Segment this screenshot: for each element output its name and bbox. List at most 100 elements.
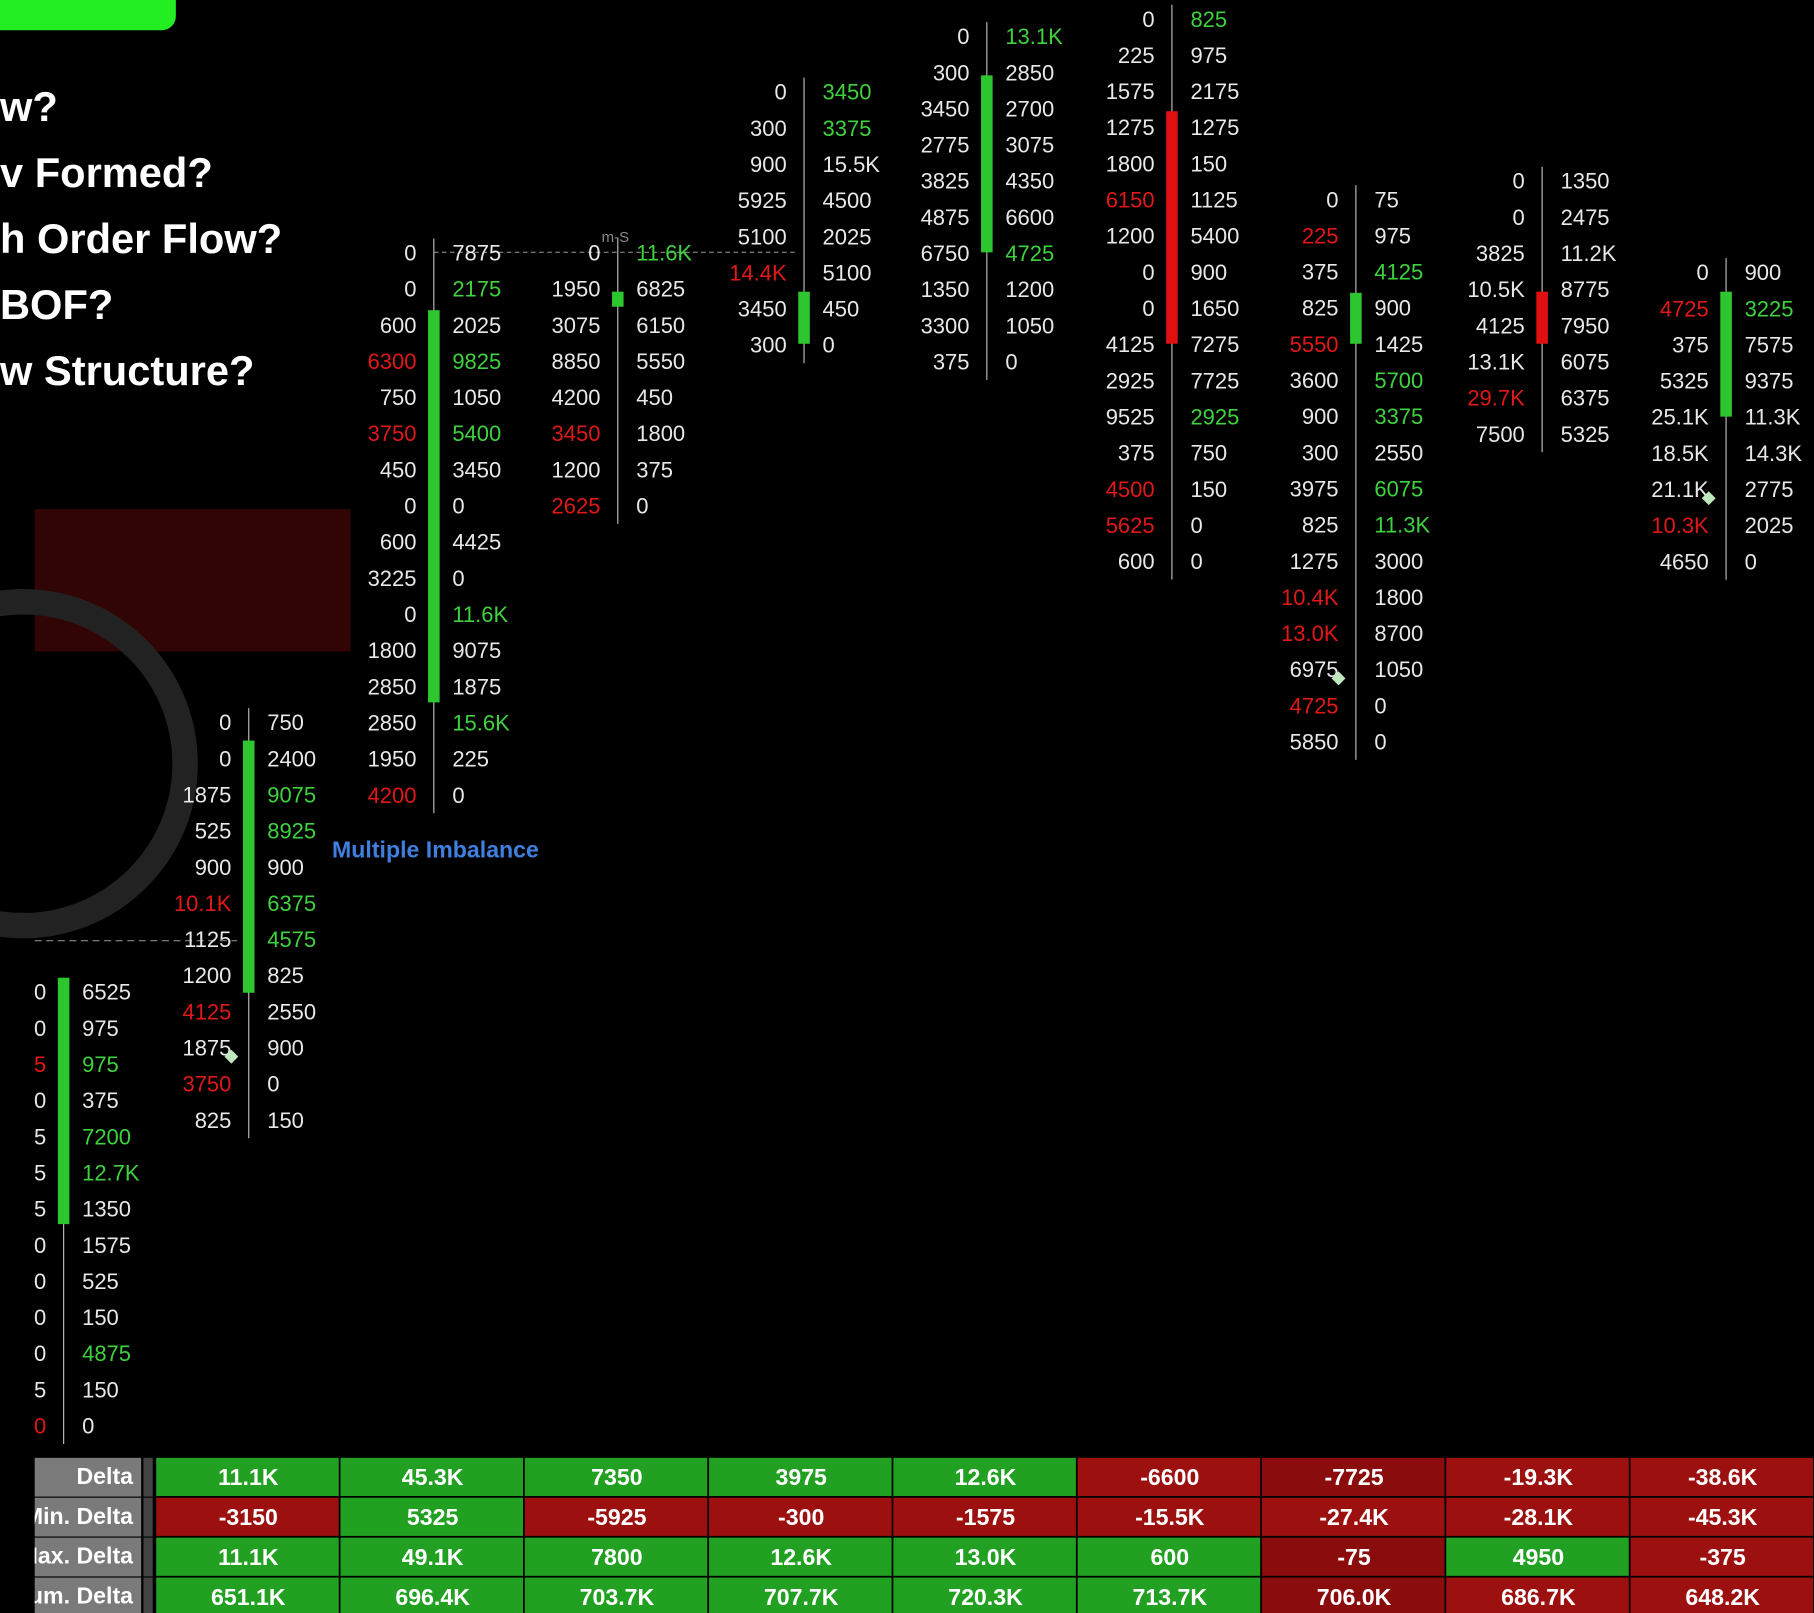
bid-volume: 225 bbox=[1302, 223, 1339, 248]
bid-volume: 3825 bbox=[1476, 241, 1525, 266]
marker-label: m-S bbox=[602, 229, 630, 246]
ask-volume: 3375 bbox=[1374, 404, 1423, 429]
delta-cell bbox=[340, 1497, 524, 1536]
bid-volume: 0 bbox=[219, 746, 231, 771]
bid-volume: 7500 bbox=[1476, 422, 1525, 447]
bid-volume: 600 bbox=[380, 530, 417, 555]
ask-volume: 450 bbox=[636, 385, 673, 410]
delta-value: -3150 bbox=[219, 1504, 278, 1530]
candle-body bbox=[1720, 291, 1732, 417]
bid-volume: 1200 bbox=[1106, 224, 1155, 249]
ask-volume: 1050 bbox=[452, 385, 501, 410]
delta-cell bbox=[156, 1537, 339, 1576]
bid-volume: 825 bbox=[195, 1108, 232, 1133]
ask-volume: 3375 bbox=[823, 116, 872, 141]
bid-volume: 4875 bbox=[921, 205, 970, 230]
question: v Formed? bbox=[0, 149, 213, 196]
delta-cell bbox=[1261, 1537, 1445, 1576]
delta-cell bbox=[156, 1497, 339, 1536]
ask-volume: 6600 bbox=[1005, 205, 1054, 230]
ask-volume: 2400 bbox=[267, 746, 316, 771]
ask-volume: 150 bbox=[82, 1377, 119, 1402]
row-label: Delta bbox=[76, 1463, 134, 1489]
bid-volume: 0 bbox=[1326, 187, 1338, 212]
ask-volume: 2025 bbox=[452, 313, 501, 338]
delta-value: -6600 bbox=[1140, 1464, 1199, 1490]
ask-volume: 5325 bbox=[1561, 422, 1610, 447]
bid-volume: 9525 bbox=[1106, 404, 1155, 429]
bid-volume: 2850 bbox=[368, 674, 417, 699]
row-label-cell bbox=[34, 1537, 142, 1577]
ask-volume: 150 bbox=[1190, 151, 1227, 176]
bid-volume: 300 bbox=[1302, 440, 1339, 465]
delta-cell bbox=[1261, 1577, 1445, 1613]
bid-volume: 1800 bbox=[368, 638, 417, 663]
bid-volume: 0 bbox=[1513, 205, 1525, 230]
bid-volume: 4125 bbox=[183, 999, 232, 1024]
candle-body bbox=[798, 291, 810, 344]
watermark-box bbox=[34, 509, 351, 652]
ask-volume: 450 bbox=[823, 297, 860, 322]
separator bbox=[143, 1457, 153, 1497]
bid-volume: 0 bbox=[34, 1233, 46, 1258]
bid-volume: 4650 bbox=[1660, 549, 1709, 574]
delta-cell bbox=[1077, 1537, 1261, 1576]
bid-volume: 3225 bbox=[368, 566, 417, 591]
ask-volume: 1800 bbox=[1374, 585, 1423, 610]
bid-volume: 0 bbox=[34, 980, 46, 1005]
bid-volume: 29.7K bbox=[1467, 386, 1525, 411]
bid-volume: 6750 bbox=[921, 241, 970, 266]
ask-volume: 8700 bbox=[1374, 621, 1423, 646]
ask-volume: 0 bbox=[823, 333, 835, 358]
ask-volume: 11.6K bbox=[452, 602, 508, 627]
bid-volume: 375 bbox=[1302, 260, 1339, 285]
delta-cell bbox=[709, 1577, 892, 1613]
ask-volume: 5400 bbox=[452, 421, 501, 446]
ask-volume: 2700 bbox=[1005, 96, 1054, 121]
ask-volume: 975 bbox=[82, 1052, 119, 1077]
candle-body bbox=[981, 75, 993, 253]
candle-body bbox=[1166, 111, 1178, 344]
ask-volume: 15.5K bbox=[823, 152, 881, 177]
bid-volume: 300 bbox=[750, 116, 787, 141]
delta-value: 3975 bbox=[775, 1464, 827, 1490]
ask-volume: 1875 bbox=[452, 674, 501, 699]
ask-volume: 150 bbox=[267, 1108, 304, 1133]
bid-volume: 6300 bbox=[368, 349, 417, 374]
ask-volume: 3000 bbox=[1374, 549, 1423, 574]
delta-cell bbox=[709, 1537, 892, 1576]
row-label-cell bbox=[34, 1497, 142, 1537]
ask-volume: 7200 bbox=[82, 1124, 131, 1149]
ask-volume: 6075 bbox=[1374, 476, 1423, 501]
bid-volume: 900 bbox=[1302, 404, 1339, 429]
bid-volume: 0 bbox=[34, 1414, 46, 1439]
ask-volume: 375 bbox=[82, 1088, 119, 1113]
bid-volume: 900 bbox=[750, 152, 787, 177]
bid-volume: 0 bbox=[34, 1305, 46, 1330]
ask-volume: 13.1K bbox=[1005, 24, 1063, 49]
ask-volume: 0 bbox=[636, 494, 648, 519]
ask-volume: 1200 bbox=[1005, 277, 1054, 302]
bid-volume: 4500 bbox=[1106, 477, 1155, 502]
ask-volume: 8925 bbox=[267, 819, 316, 844]
bid-volume: 1200 bbox=[552, 457, 601, 482]
ask-volume: 6375 bbox=[1561, 386, 1610, 411]
poc-marker bbox=[1331, 671, 1346, 686]
delta-value: -5925 bbox=[587, 1504, 646, 1530]
question: w Structure? bbox=[0, 347, 254, 394]
delta-cell bbox=[1077, 1577, 1261, 1613]
bid-volume: 450 bbox=[380, 457, 417, 482]
candle-body bbox=[1350, 292, 1362, 344]
bid-volume: 3600 bbox=[1290, 368, 1339, 393]
delta-value: -38.6K bbox=[1688, 1464, 1758, 1490]
ask-volume: 900 bbox=[1190, 260, 1227, 285]
bid-volume: 300 bbox=[750, 333, 787, 358]
bid-volume: 0 bbox=[404, 277, 416, 302]
ask-volume: 7875 bbox=[452, 240, 501, 265]
banner bbox=[0, 0, 176, 31]
bid-volume: 0 bbox=[34, 1269, 46, 1294]
bid-volume: 3075 bbox=[552, 313, 601, 338]
delta-value: -1575 bbox=[956, 1504, 1015, 1530]
ask-volume: 2175 bbox=[1190, 79, 1239, 104]
delta-value: -27.4K bbox=[1319, 1504, 1389, 1530]
